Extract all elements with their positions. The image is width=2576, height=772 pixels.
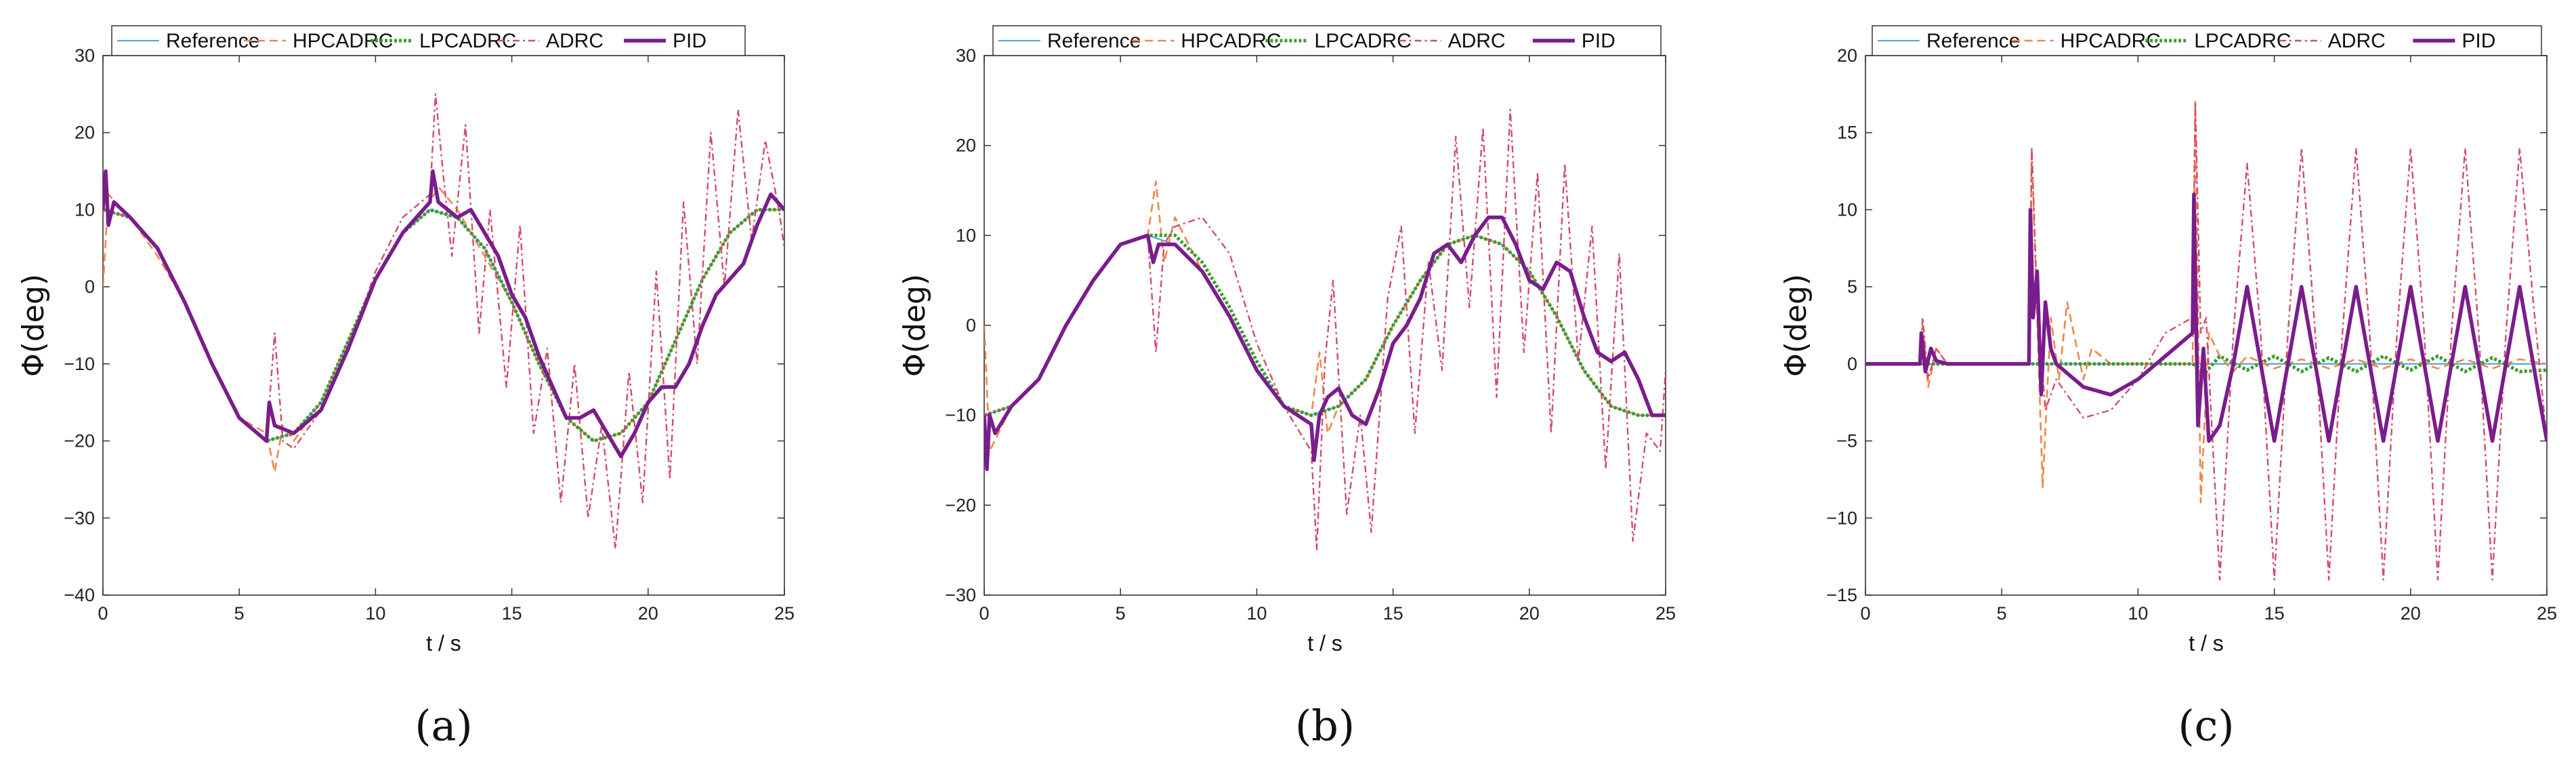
x-tick-label: 10 [2128, 603, 2148, 624]
y-axis-label: Φ(deg) [16, 274, 51, 377]
y-tick-label: −20 [945, 495, 976, 515]
y-tick-label: 0 [966, 315, 976, 336]
y-tick-label: −20 [64, 431, 95, 451]
panel-label: (c) [2178, 701, 2234, 750]
series-group [1865, 100, 2547, 581]
x-tick-label: 20 [638, 603, 658, 624]
legend-entry-reference: Reference [1926, 30, 2020, 52]
series-line-pid [1865, 192, 2547, 443]
legend-entry-hpcadrc: HPCADRC [293, 30, 393, 52]
legend-entry-reference: Reference [1047, 30, 1141, 52]
x-tick-label: 0 [979, 603, 989, 624]
x-tick-label: 10 [1246, 603, 1267, 624]
legend: Reference HPCADRC LPCADRC ADRC PID [1872, 25, 2542, 56]
y-tick-label: 10 [75, 199, 95, 220]
legend-entry-lpcadrc: LPCADRC [1314, 30, 1411, 52]
legend-entry-pid: PID [1582, 30, 1616, 52]
legend-entry-pid: PID [2462, 30, 2495, 52]
series-line-lpcadrc [984, 233, 1666, 418]
series-group [984, 108, 1666, 551]
chart-panel-2: 0 5 10 15 20 25 −30 −20 −10 0 10 20 30 t / s Φ(deg) (b)… [898, 25, 1676, 750]
panel-label: (b) [1295, 701, 1355, 750]
x-tick-label: 25 [2537, 603, 2557, 624]
y-tick-label: −30 [64, 508, 95, 528]
x-tick-label: 15 [1383, 603, 1403, 624]
y-tick-label: −10 [64, 354, 95, 374]
series-line-pid [984, 216, 1666, 472]
y-tick-label: 30 [956, 45, 976, 66]
panel-label: (a) [415, 701, 472, 750]
y-axis-label: Φ(deg) [898, 274, 932, 377]
x-tick-label: 20 [2401, 603, 2421, 624]
y-tick-label: 5 [1847, 277, 1857, 297]
legend-entry-adrc: ADRC [2328, 30, 2386, 52]
y-tick-label: 20 [956, 136, 976, 156]
x-tick-label: 0 [1860, 603, 1870, 624]
legend: Reference HPCADRC LPCADRC ADRC PID [111, 25, 746, 56]
y-tick-label: −10 [945, 405, 976, 426]
x-axis-label: t / s [426, 631, 461, 655]
x-tick-label: 25 [1655, 603, 1676, 624]
y-tick-label: 30 [75, 45, 95, 66]
y-tick-label: 0 [1847, 354, 1857, 374]
x-tick-label: 5 [234, 603, 245, 624]
series-line-lpcadrc [103, 207, 784, 443]
y-tick-label: −5 [1836, 431, 1857, 451]
chart-panel-1: 0 5 10 15 20 25 −40 −30 −20 −10 0 10 20 30 t / s Φ(deg)… [16, 25, 795, 750]
x-tick-label: 20 [1519, 603, 1540, 624]
plot-frame [1865, 55, 2548, 596]
y-tick-label: −10 [1826, 508, 1857, 528]
series-line-hpcadrc [103, 185, 784, 473]
series-group [103, 93, 784, 550]
y-tick-label: 20 [75, 123, 95, 143]
y-tick-label: −30 [945, 585, 976, 605]
y-tick-label: −15 [1826, 585, 1857, 605]
series-line-reference [984, 235, 1666, 416]
legend: Reference HPCADRC LPCADRC ADRC PID [992, 25, 1662, 56]
legend-entry-lpcadrc: LPCADRC [2194, 30, 2291, 52]
legend-entry-adrc: ADRC [1448, 30, 1506, 52]
x-tick-label: 10 [365, 603, 385, 624]
y-tick-label: 20 [1837, 45, 1857, 66]
series-line-adrc [1865, 100, 2547, 581]
series-line-adrc [103, 93, 784, 550]
y-tick-label: 15 [1837, 123, 1857, 143]
x-axis-label: t / s [2189, 631, 2224, 655]
y-tick-label: 10 [1837, 199, 1857, 220]
y-tick-label: −40 [64, 585, 95, 605]
y-tick-label: 0 [85, 277, 95, 297]
chart-panel-3: 0 5 10 15 20 25 −15 −10 −5 0 5 10 15 20 t / s Φ(deg) (c)… [1779, 25, 2557, 750]
series-line-adrc [984, 108, 1666, 551]
legend-entry-pid: PID [673, 30, 706, 52]
x-tick-label: 5 [1997, 603, 2007, 624]
x-tick-label: 15 [502, 603, 522, 624]
plot-frame [984, 55, 1666, 596]
legend-entry-adrc: ADRC [546, 30, 604, 52]
x-axis-label: t / s [1307, 631, 1343, 655]
legend-entry-hpcadrc: HPCADRC [1181, 30, 1281, 52]
x-tick-label: 5 [1116, 603, 1126, 624]
series-line-pid [103, 169, 784, 459]
x-tick-label: 15 [2264, 603, 2285, 624]
x-tick-label: 25 [774, 603, 795, 624]
y-axis-label: Φ(deg) [1779, 274, 1813, 377]
legend-entry-hpcadrc: HPCADRC [2061, 30, 2161, 52]
y-tick-label: 10 [956, 225, 976, 245]
x-tick-label: 0 [98, 603, 108, 624]
